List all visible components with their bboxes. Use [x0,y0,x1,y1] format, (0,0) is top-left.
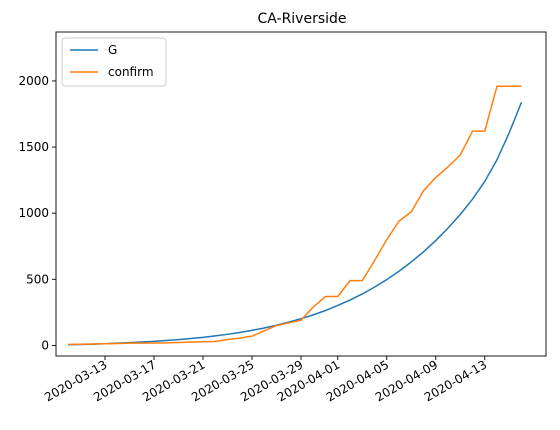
series-layer [68,85,523,346]
legend: G confirm [61,37,167,87]
y-tick-label: 500 [26,272,49,286]
legend-label-g: G [108,43,117,57]
y-tick-label: 1500 [18,140,49,154]
y-tick-label: 2000 [18,74,49,88]
y-tick-label: 1000 [18,206,49,220]
series-line-G [68,101,523,346]
y-tick-label: 0 [41,338,49,352]
legend-label-confirm: confirm [108,65,154,79]
series-line-confirm [68,85,522,346]
chart-title: CA-Riverside [257,11,346,27]
y-axis: 0 500 1000 1500 2000 [18,74,56,352]
